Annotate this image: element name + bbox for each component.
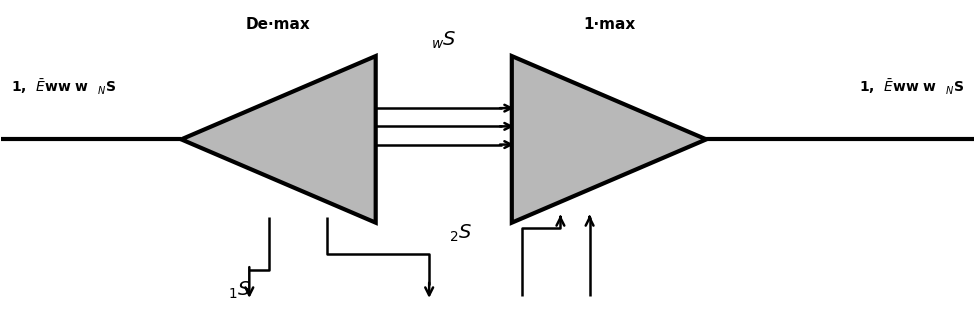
Polygon shape — [181, 56, 375, 223]
Text: 1,  $\bar{E}$ww w  $_N$S: 1, $\bar{E}$ww w $_N$S — [859, 78, 964, 97]
Text: $_1$S: $_1$S — [228, 280, 252, 301]
Text: $_w$S: $_w$S — [431, 30, 456, 51]
Text: $_2$S: $_2$S — [448, 223, 472, 244]
Polygon shape — [512, 56, 706, 223]
Text: 1,  $\bar{E}$ww w  $_N$S: 1, $\bar{E}$ww w $_N$S — [11, 78, 116, 97]
Text: De·max: De·max — [246, 17, 311, 32]
Text: 1·max: 1·max — [583, 17, 635, 32]
